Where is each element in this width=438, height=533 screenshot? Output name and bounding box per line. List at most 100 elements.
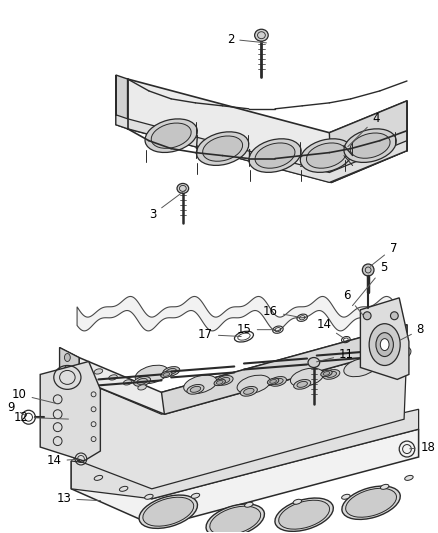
Ellipse shape xyxy=(381,484,389,489)
Ellipse shape xyxy=(380,338,389,351)
Ellipse shape xyxy=(166,368,177,374)
Ellipse shape xyxy=(64,410,70,418)
Ellipse shape xyxy=(240,386,258,396)
Ellipse shape xyxy=(123,379,132,385)
Ellipse shape xyxy=(64,395,70,403)
Ellipse shape xyxy=(342,486,400,520)
Polygon shape xyxy=(71,429,419,527)
Polygon shape xyxy=(40,361,100,461)
Text: 6: 6 xyxy=(343,289,364,316)
Ellipse shape xyxy=(350,133,390,158)
Polygon shape xyxy=(79,325,407,414)
Ellipse shape xyxy=(214,379,226,386)
Ellipse shape xyxy=(267,378,279,385)
Text: 3: 3 xyxy=(149,190,185,221)
Ellipse shape xyxy=(206,504,265,533)
Ellipse shape xyxy=(161,371,172,378)
Ellipse shape xyxy=(190,386,201,392)
Ellipse shape xyxy=(184,375,217,393)
Text: 7: 7 xyxy=(371,241,397,266)
Ellipse shape xyxy=(135,365,168,384)
Ellipse shape xyxy=(391,312,398,320)
Ellipse shape xyxy=(94,475,102,480)
Ellipse shape xyxy=(326,372,336,377)
Ellipse shape xyxy=(216,381,223,384)
Ellipse shape xyxy=(203,136,243,161)
Text: 4: 4 xyxy=(348,112,380,147)
Ellipse shape xyxy=(293,499,302,504)
Ellipse shape xyxy=(363,312,371,320)
Text: 16: 16 xyxy=(263,305,300,318)
Text: 15: 15 xyxy=(237,323,275,336)
Ellipse shape xyxy=(187,384,204,394)
Ellipse shape xyxy=(346,488,396,517)
Ellipse shape xyxy=(145,494,153,499)
Ellipse shape xyxy=(323,369,340,379)
Text: 13: 13 xyxy=(57,492,100,505)
Ellipse shape xyxy=(300,139,353,172)
Ellipse shape xyxy=(369,324,400,366)
Text: 11: 11 xyxy=(317,348,354,362)
Polygon shape xyxy=(116,75,407,182)
Ellipse shape xyxy=(308,358,320,367)
Polygon shape xyxy=(329,101,407,182)
Ellipse shape xyxy=(64,412,75,426)
Ellipse shape xyxy=(275,498,333,531)
Polygon shape xyxy=(360,298,409,379)
Ellipse shape xyxy=(191,494,200,498)
Ellipse shape xyxy=(64,366,70,374)
Ellipse shape xyxy=(139,495,198,528)
Polygon shape xyxy=(60,348,79,461)
Ellipse shape xyxy=(145,119,198,152)
Ellipse shape xyxy=(109,375,117,380)
Ellipse shape xyxy=(269,376,286,386)
Ellipse shape xyxy=(362,264,374,276)
Ellipse shape xyxy=(323,372,330,375)
Ellipse shape xyxy=(197,132,249,165)
Ellipse shape xyxy=(297,382,307,387)
Text: 14: 14 xyxy=(316,318,343,338)
Ellipse shape xyxy=(321,370,332,377)
Ellipse shape xyxy=(405,475,413,480)
Ellipse shape xyxy=(143,497,194,526)
Text: 14: 14 xyxy=(46,455,78,467)
Ellipse shape xyxy=(290,368,324,386)
Ellipse shape xyxy=(62,379,77,399)
Text: 5: 5 xyxy=(353,262,387,305)
Ellipse shape xyxy=(342,494,350,499)
Ellipse shape xyxy=(137,378,147,384)
Ellipse shape xyxy=(177,183,189,193)
Text: 9: 9 xyxy=(7,401,26,416)
Ellipse shape xyxy=(216,376,233,385)
Ellipse shape xyxy=(64,353,70,361)
Ellipse shape xyxy=(376,333,393,357)
Polygon shape xyxy=(127,79,407,182)
Text: 12: 12 xyxy=(14,411,68,424)
Ellipse shape xyxy=(279,500,329,529)
Text: 18: 18 xyxy=(410,441,435,454)
Text: 2: 2 xyxy=(227,33,266,46)
Ellipse shape xyxy=(138,385,146,390)
Ellipse shape xyxy=(273,378,283,384)
Text: 10: 10 xyxy=(12,388,57,403)
Polygon shape xyxy=(116,75,127,129)
Text: 17: 17 xyxy=(198,328,241,341)
Ellipse shape xyxy=(94,369,102,374)
Ellipse shape xyxy=(307,143,346,168)
Ellipse shape xyxy=(270,379,276,383)
Ellipse shape xyxy=(120,486,128,491)
Ellipse shape xyxy=(293,379,311,389)
Ellipse shape xyxy=(244,502,253,507)
Polygon shape xyxy=(60,348,79,461)
Ellipse shape xyxy=(255,143,295,168)
Text: 8: 8 xyxy=(400,323,424,341)
Ellipse shape xyxy=(344,129,396,163)
Polygon shape xyxy=(77,296,397,331)
Ellipse shape xyxy=(134,376,151,386)
Ellipse shape xyxy=(249,139,301,172)
Ellipse shape xyxy=(378,345,411,364)
Ellipse shape xyxy=(163,373,170,376)
Ellipse shape xyxy=(344,358,377,377)
Polygon shape xyxy=(162,325,407,414)
Ellipse shape xyxy=(254,29,268,41)
